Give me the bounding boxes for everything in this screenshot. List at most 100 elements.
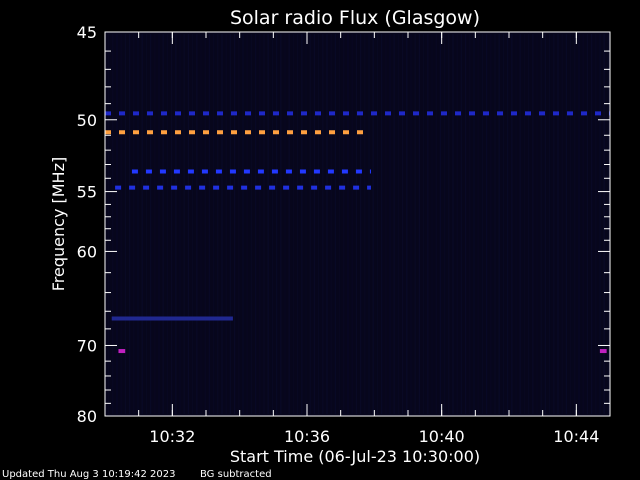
time-stripe <box>423 34 425 414</box>
time-stripe <box>427 34 429 414</box>
time-stripe <box>246 34 248 414</box>
time-stripe <box>360 34 362 414</box>
time-stripe <box>292 34 294 414</box>
time-stripe <box>141 34 143 414</box>
time-stripe <box>280 34 282 414</box>
time-stripe <box>124 34 126 414</box>
time-stripe <box>183 34 185 414</box>
time-stripe <box>515 34 517 414</box>
time-stripe <box>456 34 458 414</box>
x-axis-label: Start Time (06-Jul-23 10:30:00) <box>230 447 480 466</box>
time-stripe <box>213 34 215 414</box>
time-stripe <box>196 34 198 414</box>
time-stripe <box>532 34 534 414</box>
plot-frame <box>104 31 611 417</box>
time-stripe <box>599 34 601 414</box>
time-stripe <box>116 34 118 414</box>
time-stripe <box>435 34 437 414</box>
time-stripe <box>284 34 286 414</box>
time-stripe <box>133 34 135 414</box>
time-stripe <box>397 34 399 414</box>
time-stripe <box>402 34 404 414</box>
time-stripe <box>452 34 454 414</box>
time-stripe <box>368 34 370 414</box>
time-stripe <box>481 34 483 414</box>
time-stripe <box>234 34 236 414</box>
time-stripe <box>250 34 252 414</box>
time-stripe <box>137 34 139 414</box>
time-stripe <box>171 34 173 414</box>
time-stripe <box>376 34 378 414</box>
time-stripe <box>276 34 278 414</box>
time-stripe <box>225 34 227 414</box>
time-stripe <box>330 34 332 414</box>
x-tick-label: 10:32 <box>149 427 195 446</box>
time-stripe <box>549 34 551 414</box>
time-stripe <box>179 34 181 414</box>
time-stripe <box>536 34 538 414</box>
time-stripe <box>255 34 257 414</box>
time-stripe <box>187 34 189 414</box>
time-stripe <box>108 34 110 414</box>
time-stripe <box>372 34 374 414</box>
time-stripe <box>591 34 593 414</box>
time-stripe <box>339 34 341 414</box>
time-stripe <box>448 34 450 414</box>
time-stripe <box>221 34 223 414</box>
time-stripe <box>309 34 311 414</box>
time-stripe <box>267 34 269 414</box>
y-tick-label: 55 <box>77 183 97 202</box>
plot-area <box>105 32 610 416</box>
time-stripe <box>318 34 320 414</box>
time-stripe <box>112 34 114 414</box>
time-stripe <box>381 34 383 414</box>
time-stripe <box>175 34 177 414</box>
time-stripe <box>540 34 542 414</box>
time-stripe <box>355 34 357 414</box>
time-stripe <box>498 34 500 414</box>
time-stripe <box>364 34 366 414</box>
time-stripe <box>322 34 324 414</box>
time-stripe <box>158 34 160 414</box>
time-stripe <box>297 34 299 414</box>
y-tick-label: 60 <box>77 242 97 261</box>
time-stripe <box>544 34 546 414</box>
time-stripe <box>166 34 168 414</box>
time-stripe <box>154 34 156 414</box>
time-stripe <box>347 34 349 414</box>
x-ticks: 10:32 10:36 10:40 10:44 <box>104 32 611 446</box>
spectral-features <box>105 111 610 354</box>
time-stripe <box>431 34 433 414</box>
time-stripe <box>553 34 555 414</box>
time-stripe <box>490 34 492 414</box>
time-stripe <box>393 34 395 414</box>
time-stripe <box>511 34 513 414</box>
time-stripe <box>334 34 336 414</box>
time-stripe <box>595 34 597 414</box>
time-stripe <box>528 34 530 414</box>
time-stripe <box>120 34 122 414</box>
time-stripe <box>406 34 408 414</box>
time-stripe <box>607 34 609 414</box>
time-stripe <box>582 34 584 414</box>
y-axis-label: Frequency [MHz] <box>49 157 68 291</box>
time-stripe <box>217 34 219 414</box>
time-stripe <box>486 34 488 414</box>
time-stripe <box>494 34 496 414</box>
time-stripe <box>204 34 206 414</box>
x-tick-label: 10:44 <box>553 427 599 446</box>
updated-timestamp: Updated Thu Aug 3 10:19:42 2023 <box>2 469 176 480</box>
time-stripe <box>507 34 509 414</box>
time-stripe <box>389 34 391 414</box>
time-stripe <box>343 34 345 414</box>
time-stripe <box>502 34 504 414</box>
time-stripe <box>162 34 164 414</box>
time-stripe <box>444 34 446 414</box>
time-stripe <box>565 34 567 414</box>
time-stripe <box>150 34 152 414</box>
time-stripe <box>263 34 265 414</box>
time-stripe <box>208 34 210 414</box>
time-stripe <box>301 34 303 414</box>
time-stripe <box>242 34 244 414</box>
